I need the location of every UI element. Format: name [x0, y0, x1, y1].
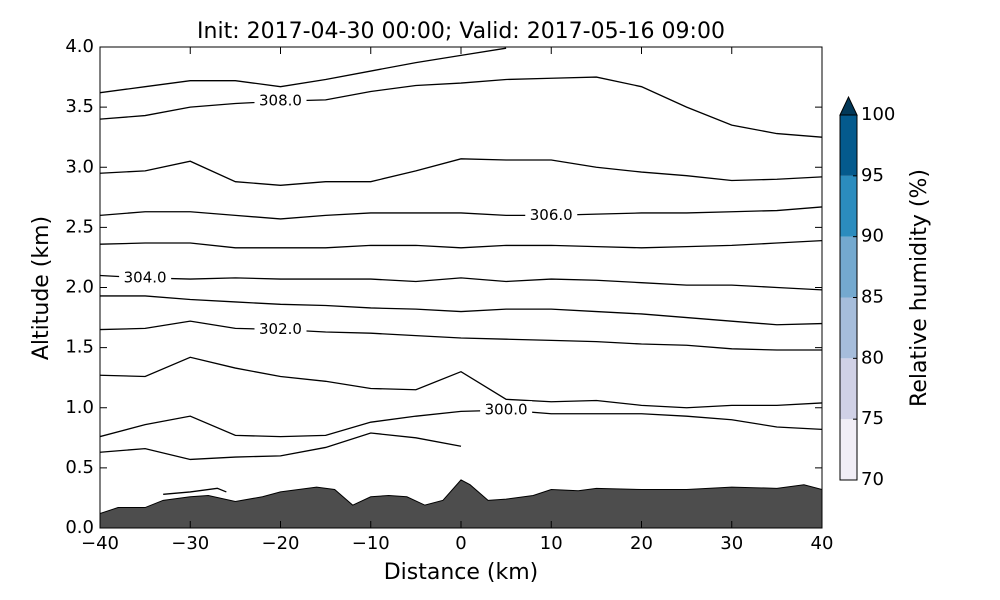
- colorbar-tick-label: 95: [861, 165, 884, 186]
- x-tick-label: −30: [171, 533, 209, 554]
- x-tick-label: 20: [630, 533, 653, 554]
- contour-label: 306.0: [530, 206, 573, 224]
- x-tick-label: 30: [720, 533, 743, 554]
- colorbar-label: Relative humidity (%): [907, 169, 932, 407]
- y-tick-label: 2.5: [65, 216, 94, 237]
- colorbar-tick-label: 80: [861, 347, 884, 368]
- y-tick-label: 1.5: [65, 337, 94, 358]
- colorbar-band: [840, 297, 857, 359]
- contour-line: [100, 432, 462, 461]
- contour-label: 302.0: [259, 320, 302, 338]
- contour-line: [100, 76, 822, 138]
- y-tick-label: 0.5: [65, 457, 94, 478]
- y-tick-label: 0.0: [65, 517, 94, 538]
- plot-area: 308.0 306.0 304.0 302.0 300.0: [100, 47, 822, 528]
- contour-line: [100, 295, 822, 326]
- contour-line: [100, 409, 822, 438]
- colorbar-band: [840, 115, 857, 176]
- x-axis-label: Distance (km): [384, 560, 539, 585]
- contour-label-bg: [480, 401, 533, 420]
- contour-line: [100, 206, 822, 220]
- colorbar-tick-label: 85: [861, 287, 884, 308]
- contour-line: [100, 158, 822, 186]
- colorbar-tick-label: 75: [861, 408, 884, 429]
- x-tick-label: 0: [455, 533, 466, 554]
- colorbar-tick-label: 70: [861, 469, 884, 490]
- contour-line: [100, 239, 822, 249]
- contour-line: [163, 487, 227, 495]
- x-tick-label: −10: [352, 533, 390, 554]
- contour-line: [100, 356, 822, 409]
- colorbar-band: [840, 358, 857, 420]
- axes: −40 −30 −20 −10 0 10 20 30 40 0.0 0.5 1.0 1.5 2.0 2.5 3…: [65, 36, 895, 554]
- y-tick-label: 4.0: [65, 36, 94, 57]
- contour-line: [100, 47, 507, 94]
- contour-line: [100, 320, 822, 351]
- contour-label-bg: [254, 320, 307, 339]
- colorbar-band: [840, 236, 857, 298]
- y-tick-label: 3.5: [65, 96, 94, 117]
- terrain: [100, 479, 822, 528]
- x-tick-label: 10: [540, 533, 563, 554]
- plot-frame: [99, 46, 823, 529]
- chart-title: Init: 2017-04-30 00:00; Valid: 2017-05-1…: [197, 19, 725, 44]
- contour-label-bg: [525, 206, 578, 225]
- contour-label-bg: [254, 92, 307, 111]
- contour-label: 304.0: [124, 268, 167, 286]
- contour-label: 300.0: [485, 401, 528, 419]
- y-axis-label: Altitude (km): [29, 216, 54, 360]
- x-tick-label: 40: [811, 533, 834, 554]
- colorbar-tick-label: 100: [861, 104, 895, 125]
- x-tick-label: −20: [262, 533, 300, 554]
- colorbar-extend: [839, 95, 858, 116]
- contour-label-bg: [119, 268, 172, 287]
- contour-line: [100, 274, 822, 291]
- colorbar-band: [840, 419, 857, 480]
- colorbar-tick-label: 90: [861, 226, 884, 247]
- y-tick-label: 3.0: [65, 156, 94, 177]
- y-tick-label: 2.0: [65, 277, 94, 298]
- colorbar-band: [840, 175, 857, 237]
- x-tick-label: −40: [81, 533, 119, 554]
- y-tick-label: 1.0: [65, 397, 94, 418]
- contour-label: 308.0: [259, 92, 302, 110]
